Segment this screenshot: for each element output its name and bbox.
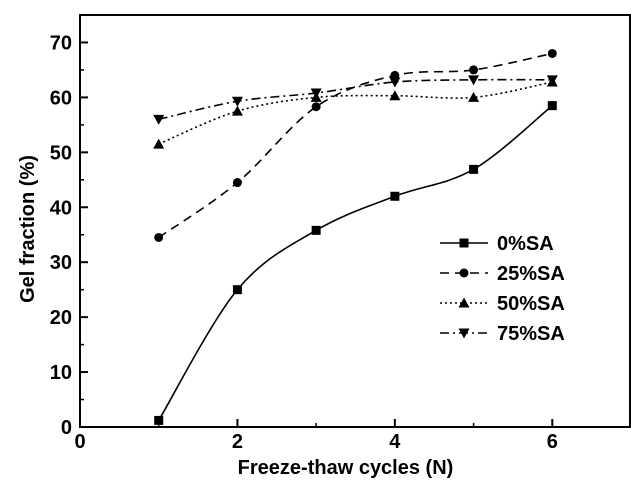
y-tick-label: 20 xyxy=(50,307,72,329)
series-markers xyxy=(153,48,558,425)
data-point xyxy=(154,415,164,425)
data-point xyxy=(468,75,480,86)
legend-marker xyxy=(459,268,469,278)
plot-frame xyxy=(79,14,631,428)
data-point xyxy=(231,96,243,107)
series-line-1 xyxy=(158,52,553,239)
data-point xyxy=(231,105,243,116)
series-lines xyxy=(158,52,553,421)
legend-marker xyxy=(459,238,469,248)
data-point xyxy=(311,225,321,235)
legend-marker xyxy=(458,297,470,308)
data-point xyxy=(310,88,322,99)
data-point xyxy=(311,102,321,112)
data-point xyxy=(547,101,557,111)
x-axis-label: Freeze-thaw cycles (N) xyxy=(238,457,454,479)
data-point xyxy=(468,91,480,102)
y-tick-label: 10 xyxy=(50,362,72,384)
x-tick-label: 0 xyxy=(74,431,85,453)
data-point xyxy=(389,77,401,88)
series-line-0 xyxy=(158,105,553,421)
x-tick-label: 4 xyxy=(389,431,401,453)
legend-label: 50%SA xyxy=(497,293,565,315)
y-tick-label: 50 xyxy=(50,142,72,164)
legend: 0%SA 25%SA 50%SA 75%SA xyxy=(440,233,565,345)
x-tick-label: 6 xyxy=(547,431,558,453)
y-tick-label: 60 xyxy=(50,87,72,109)
y-axis-label: Gel fraction (%) xyxy=(17,155,39,303)
data-point xyxy=(469,65,479,75)
y-tick-label: 70 xyxy=(50,32,72,54)
legend-label: 0%SA xyxy=(497,233,554,255)
y-tick-label: 30 xyxy=(50,252,72,274)
data-point xyxy=(389,90,401,101)
series-line-2 xyxy=(158,81,553,145)
data-point xyxy=(232,178,242,188)
data-point xyxy=(469,164,479,174)
data-point xyxy=(546,75,558,86)
series-line-3 xyxy=(158,78,553,121)
legend-label: 75%SA xyxy=(497,323,565,345)
legend-label: 25%SA xyxy=(497,263,565,285)
plot-border xyxy=(79,14,631,428)
x-tick-label: 2 xyxy=(232,431,243,453)
axis-ticks xyxy=(79,14,631,428)
data-point xyxy=(390,191,400,201)
data-point xyxy=(153,114,165,125)
y-tick-label: 40 xyxy=(50,197,72,219)
y-tick-label: 0 xyxy=(61,417,72,439)
legend-marker xyxy=(458,328,470,339)
data-point xyxy=(547,48,557,58)
data-point xyxy=(153,138,165,149)
data-point xyxy=(154,232,164,242)
data-point xyxy=(232,285,242,295)
